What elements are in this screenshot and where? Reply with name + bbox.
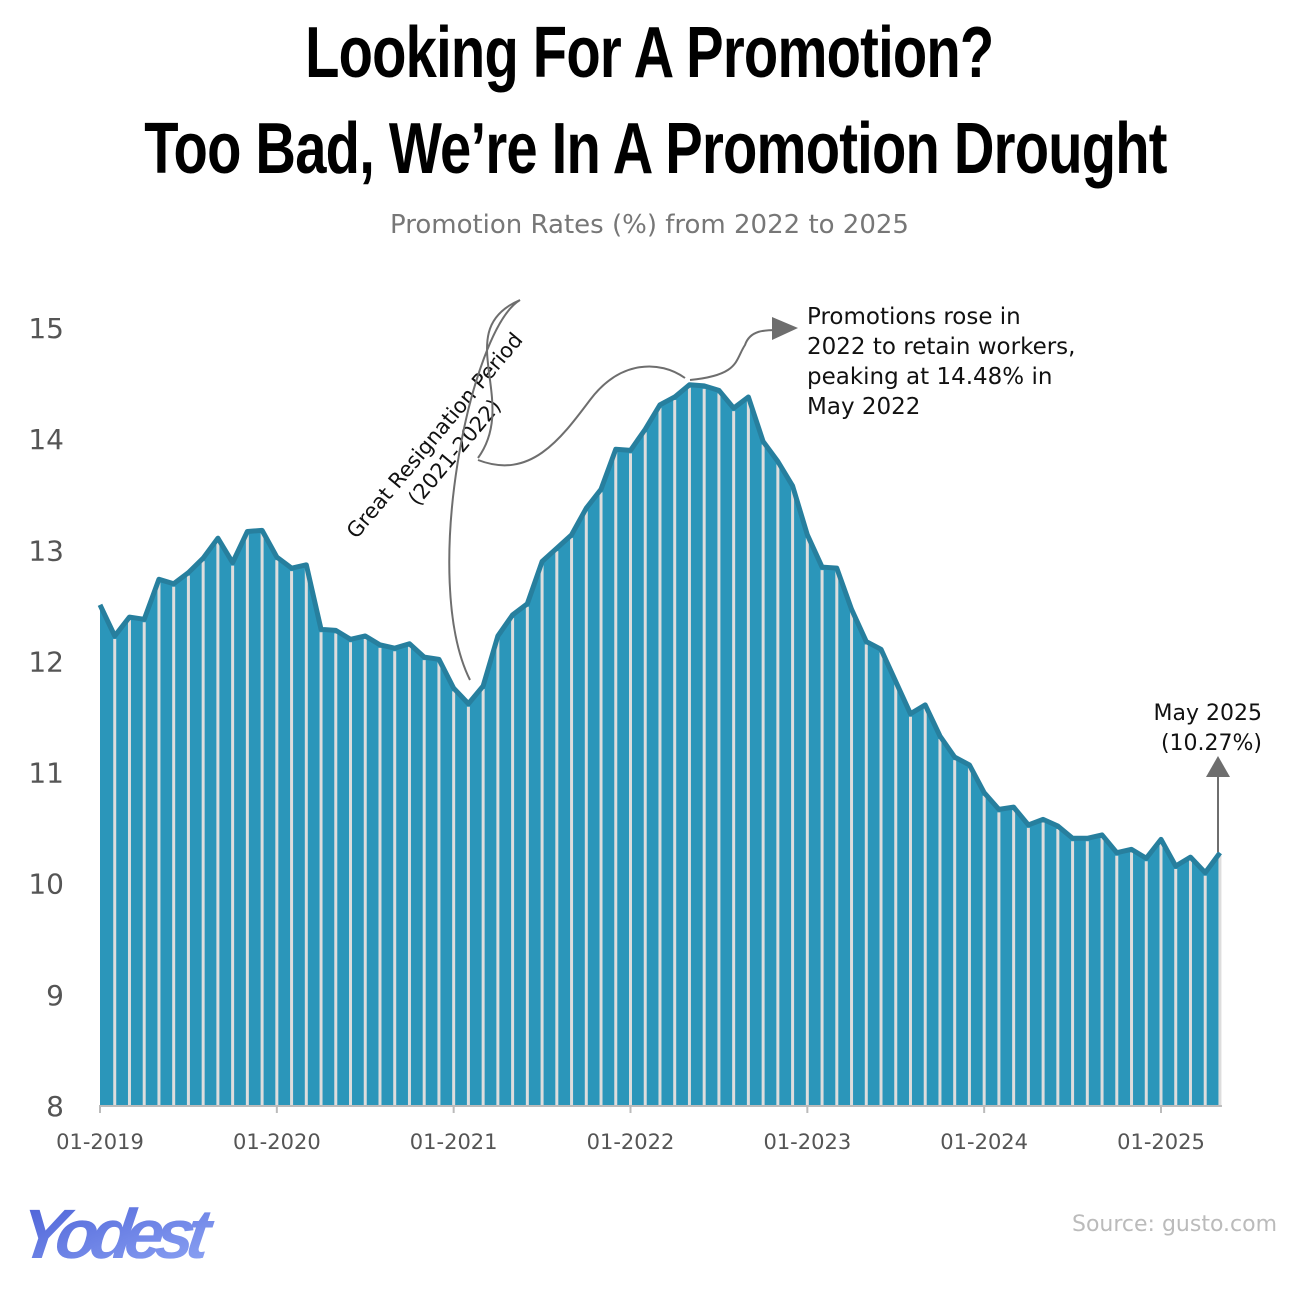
title-line-1: Looking For A Promotion?	[0, 12, 1299, 94]
logo-text: Yodest	[22, 1194, 219, 1273]
y-tick-label: 15	[28, 312, 64, 345]
source-note: Source: gusto.com	[1071, 1212, 1277, 1237]
arrow-up-icon	[1206, 756, 1230, 777]
title-line-2-text: Too Bad, We’re In A Promotion Drought	[144, 109, 1167, 189]
annotation-line: Great Resignation Period	[342, 328, 528, 543]
peak-annotation: Promotions rose in 2022 to retain workers…	[807, 304, 1075, 420]
series-line	[97, 382, 1222, 876]
y-tick-label: 14	[28, 423, 64, 456]
y-tick-label: 13	[28, 534, 64, 567]
peak-callout-line	[689, 329, 779, 381]
x-tick-label: 01-2023	[763, 1130, 851, 1154]
subtitle: Promotion Rates (%) from 2022 to 2025	[390, 210, 909, 240]
y-tick-label: 11	[28, 757, 64, 790]
annotation-line: May 2025	[1154, 701, 1262, 726]
x-tick-label: 01-2021	[410, 1130, 498, 1154]
x-tick-label: 01-2024	[940, 1130, 1028, 1154]
y-tick-label: 8	[46, 1090, 64, 1123]
y-tick-label: 10	[28, 868, 64, 901]
annotation-line: Promotions rose in	[807, 304, 1021, 330]
y-tick-label: 9	[46, 979, 64, 1012]
x-tick-label: 01-2022	[587, 1130, 675, 1154]
x-tick-label: 01-2019	[56, 1130, 144, 1154]
annotation-line: 2022 to retain workers,	[807, 334, 1075, 360]
title-line-2: Too Bad, We’re In A Promotion Drought	[0, 108, 1299, 190]
y-tick-label: 12	[28, 645, 64, 678]
annotation-line: (10.27%)	[1161, 731, 1262, 756]
title-line-1-text: Looking For A Promotion?	[305, 13, 994, 93]
x-tick-label: 01-2020	[233, 1130, 321, 1154]
great-resignation-label: Great Resignation Period(2021-2022)	[342, 328, 548, 560]
logo-graphic: Yodest	[15, 1194, 219, 1273]
annotation-line: May 2022	[807, 394, 920, 420]
bracket-curve-high	[477, 365, 686, 467]
bracket-curve-low	[448, 299, 521, 681]
yodest-logo: Yodest	[15, 1180, 232, 1284]
annotation-line: peaking at 14.48% in	[807, 364, 1052, 390]
latest-annotation: May 2025 (10.27%)	[1154, 701, 1262, 756]
x-tick-label: 01-2025	[1117, 1130, 1205, 1154]
arrow-right-icon	[772, 317, 798, 340]
